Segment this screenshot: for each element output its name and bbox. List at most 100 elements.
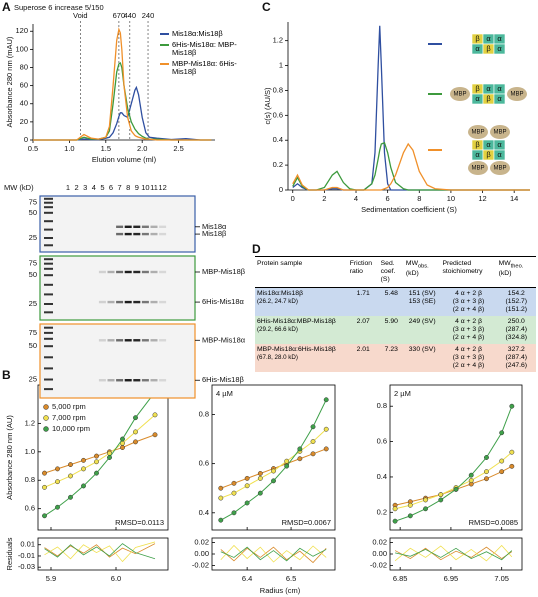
lane-label: 7 [118,183,122,192]
ladder-band [44,274,53,277]
data-point [509,449,515,455]
sample-cell: Mis18α:Mis18β (26.2, 24.7 kD) [255,288,348,317]
data-point [499,469,505,475]
residual-y-tick-label: 0.00 [372,549,387,558]
data-point [323,397,329,403]
y-tick-label: 0.2 [377,507,387,516]
mbp-label: MBP [471,166,484,172]
lane-label: 10 [141,183,149,192]
band-label: Mis18α [202,222,227,231]
sample-name: 6His-Mis18α:MBP-Mis18β [257,318,336,325]
data-point [68,494,73,500]
panel-label: C [262,0,271,14]
x-axis-label: Sedimentation coefficient (S) [361,205,457,214]
subunit-label: β [486,150,491,159]
line [33,27,212,141]
y-tick-label: 0.6 [273,110,283,119]
gel-image [39,195,196,253]
data-point [499,430,505,436]
rmsd-annotation: RMSD=0.0085 [469,518,518,527]
residual-y-tick-label: 0.02 [372,538,387,547]
data-point [244,475,250,481]
y-tick-label: 0.8 [199,409,209,418]
y-tick-label: 0.6 [199,459,209,468]
mw-tick-label: 75 [29,198,37,207]
column-header: MWobs. (kD) [403,256,441,288]
lane-label: 9 [135,183,139,192]
cell-line: (2 α + 4 β) [452,334,485,341]
gel-band [159,379,167,382]
gel-band [124,300,132,304]
sed-cell: 7.23 [384,346,398,353]
x-tick-label: 0.5 [28,144,38,153]
gel-band [116,379,124,382]
residual-line [220,544,327,563]
y-tick-label: 60 [20,81,28,90]
column-header: Protein sample [255,256,348,288]
line [33,85,212,141]
gel-band [124,232,132,236]
header-unit: (kD) [405,270,419,278]
x-tick-label: 2.0 [137,144,147,153]
data-point [133,429,138,435]
gel-band [133,225,141,228]
cell-line: 153 (SE) [408,298,436,305]
y-tick-label: 1.0 [25,447,35,456]
chart-title: Superose 6 increase 5/150 [14,3,104,12]
data-point [257,471,263,476]
x-tick-label: 6.95 [444,574,459,583]
x-tick-label: 6.5 [286,574,296,583]
data-point [310,451,316,457]
x-tick-label: 8 [417,194,421,203]
sed-cell: 5.90 [384,318,398,325]
band-label: Mis18β [202,229,227,238]
ladder-band [44,220,53,223]
mw-tick-label: 25 [29,299,37,308]
data-point [257,475,263,481]
friction-cell: 2.07 [356,318,370,325]
x-tick-label: 6.85 [393,574,408,583]
y-tick-label: 1 [279,61,283,70]
x-tick-label: 2.5 [173,144,183,153]
gel-band [107,300,115,304]
sample-name: Mis18α:Mis18β [257,290,303,297]
data-point [218,495,224,501]
x-tick-label: 4 [354,194,358,203]
residual-frame [389,537,523,571]
column-header: Predicted stoichiometry [440,256,497,288]
mbp-domain [468,125,488,139]
cell-line: (151.2) [505,306,528,313]
gel-band [141,339,149,342]
cell-line: (3 α + 3 β) [452,354,485,361]
gel-band [107,270,115,274]
ladder-band [44,326,53,329]
mbp-label: MBP [453,92,466,98]
column-header: MWtheo. (kD) [496,256,536,288]
lane-label: 5 [100,183,104,192]
table: Protein sample Friction ratio Sed. coef. (… [255,256,536,372]
gel-band [116,300,124,304]
ladder-band [44,293,53,296]
data-point [468,472,474,478]
ladder-band [44,283,53,286]
gel-band [98,270,106,274]
mbp-domain [490,125,510,139]
legend-label: MBP-Mis18α: 6His-Mis18β [172,58,237,76]
subunit-label: α [475,94,480,103]
header-main: MW [405,260,418,267]
data-point [423,497,428,503]
data-point [231,480,237,486]
residual-line [394,547,513,561]
residual-y-tick-label: 0.02 [194,538,209,547]
y-tick-label: 0 [24,135,28,144]
legend-item: Mis18α:Mis18β [160,29,242,39]
x-tick-label: 6.0 [111,574,121,583]
gel-band [133,300,141,304]
data-point [297,446,303,452]
fit-line [394,451,513,510]
marker-label: 440 [124,11,137,20]
data-point [152,432,158,438]
cell-line: 330 (SV) [408,346,436,353]
marker-label: 670 [113,11,126,20]
lane-label: 3 [83,183,87,192]
